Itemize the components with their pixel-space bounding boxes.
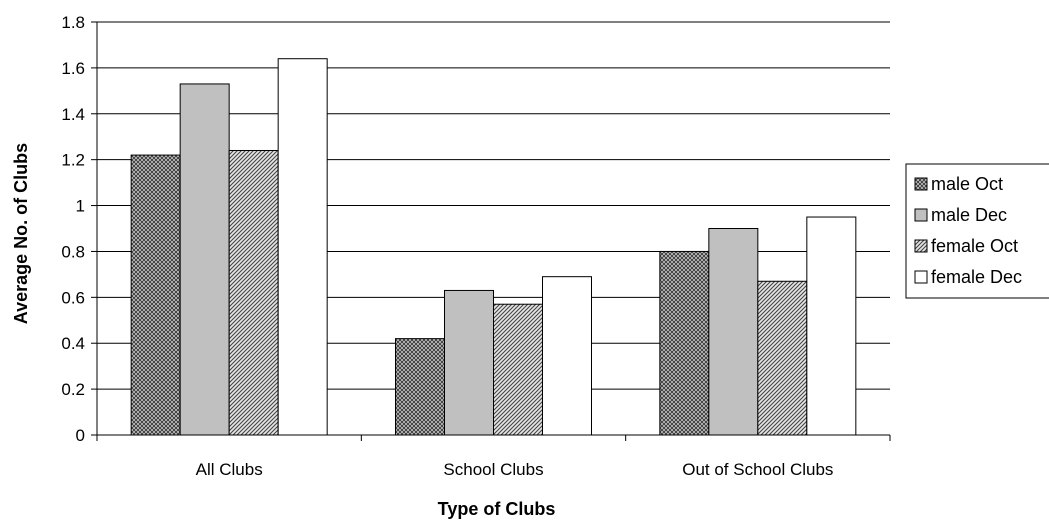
bar-male-oct xyxy=(395,338,445,436)
y-tick-label: 1.8 xyxy=(61,13,85,32)
tick-labels: 0 0.2 0.4 0.6 0.8 1 1.2 1.4 1.6 1.8 All Clubs Schoo… xyxy=(61,13,833,479)
x-axis-title: Type of Clubs xyxy=(438,499,556,519)
x-tick-label: School Clubs xyxy=(443,460,543,479)
y-tick-label: 1.6 xyxy=(61,59,85,78)
x-tick-label: Out of School Clubs xyxy=(682,460,833,479)
x-tick-label: All Clubs xyxy=(196,460,263,479)
y-tick-label: 1.2 xyxy=(61,151,85,170)
legend-swatch xyxy=(914,239,928,253)
legend-label: male Dec xyxy=(931,205,1007,225)
bar-female-dec xyxy=(542,276,592,436)
y-tick-label: 0 xyxy=(76,426,85,445)
bar-male-dec xyxy=(708,228,759,436)
legend-box xyxy=(905,163,1049,299)
bar-male-oct xyxy=(659,250,710,436)
bars xyxy=(130,58,857,436)
bar-male-oct xyxy=(130,154,181,436)
y-tick-label: 0.6 xyxy=(61,288,85,307)
bar-female-dec xyxy=(806,216,857,436)
legend-label: female Oct xyxy=(931,236,1018,256)
legend-swatch xyxy=(914,270,928,284)
bar-male-dec xyxy=(179,83,230,436)
y-tick-label: 0.8 xyxy=(61,242,85,261)
bar-female-dec xyxy=(277,58,328,436)
legend-label: female Dec xyxy=(931,267,1022,287)
y-axis-title: Average No. of Clubs xyxy=(11,143,31,324)
bar-female-oct xyxy=(228,149,279,436)
legend-label: male Oct xyxy=(931,174,1003,194)
legend-swatch xyxy=(914,208,928,222)
y-tick-label: 0.2 xyxy=(61,380,85,399)
y-tick-label: 0.4 xyxy=(61,334,85,353)
axes xyxy=(91,21,891,441)
legend: male Oct male Dec female Oct female Dec xyxy=(905,163,1049,299)
bar-male-dec xyxy=(444,289,494,436)
y-tick-label: 1 xyxy=(76,197,85,216)
bar-female-oct xyxy=(493,303,543,436)
legend-swatch xyxy=(914,177,928,191)
y-tick-label: 1.4 xyxy=(61,105,85,124)
bar-female-oct xyxy=(757,280,808,436)
